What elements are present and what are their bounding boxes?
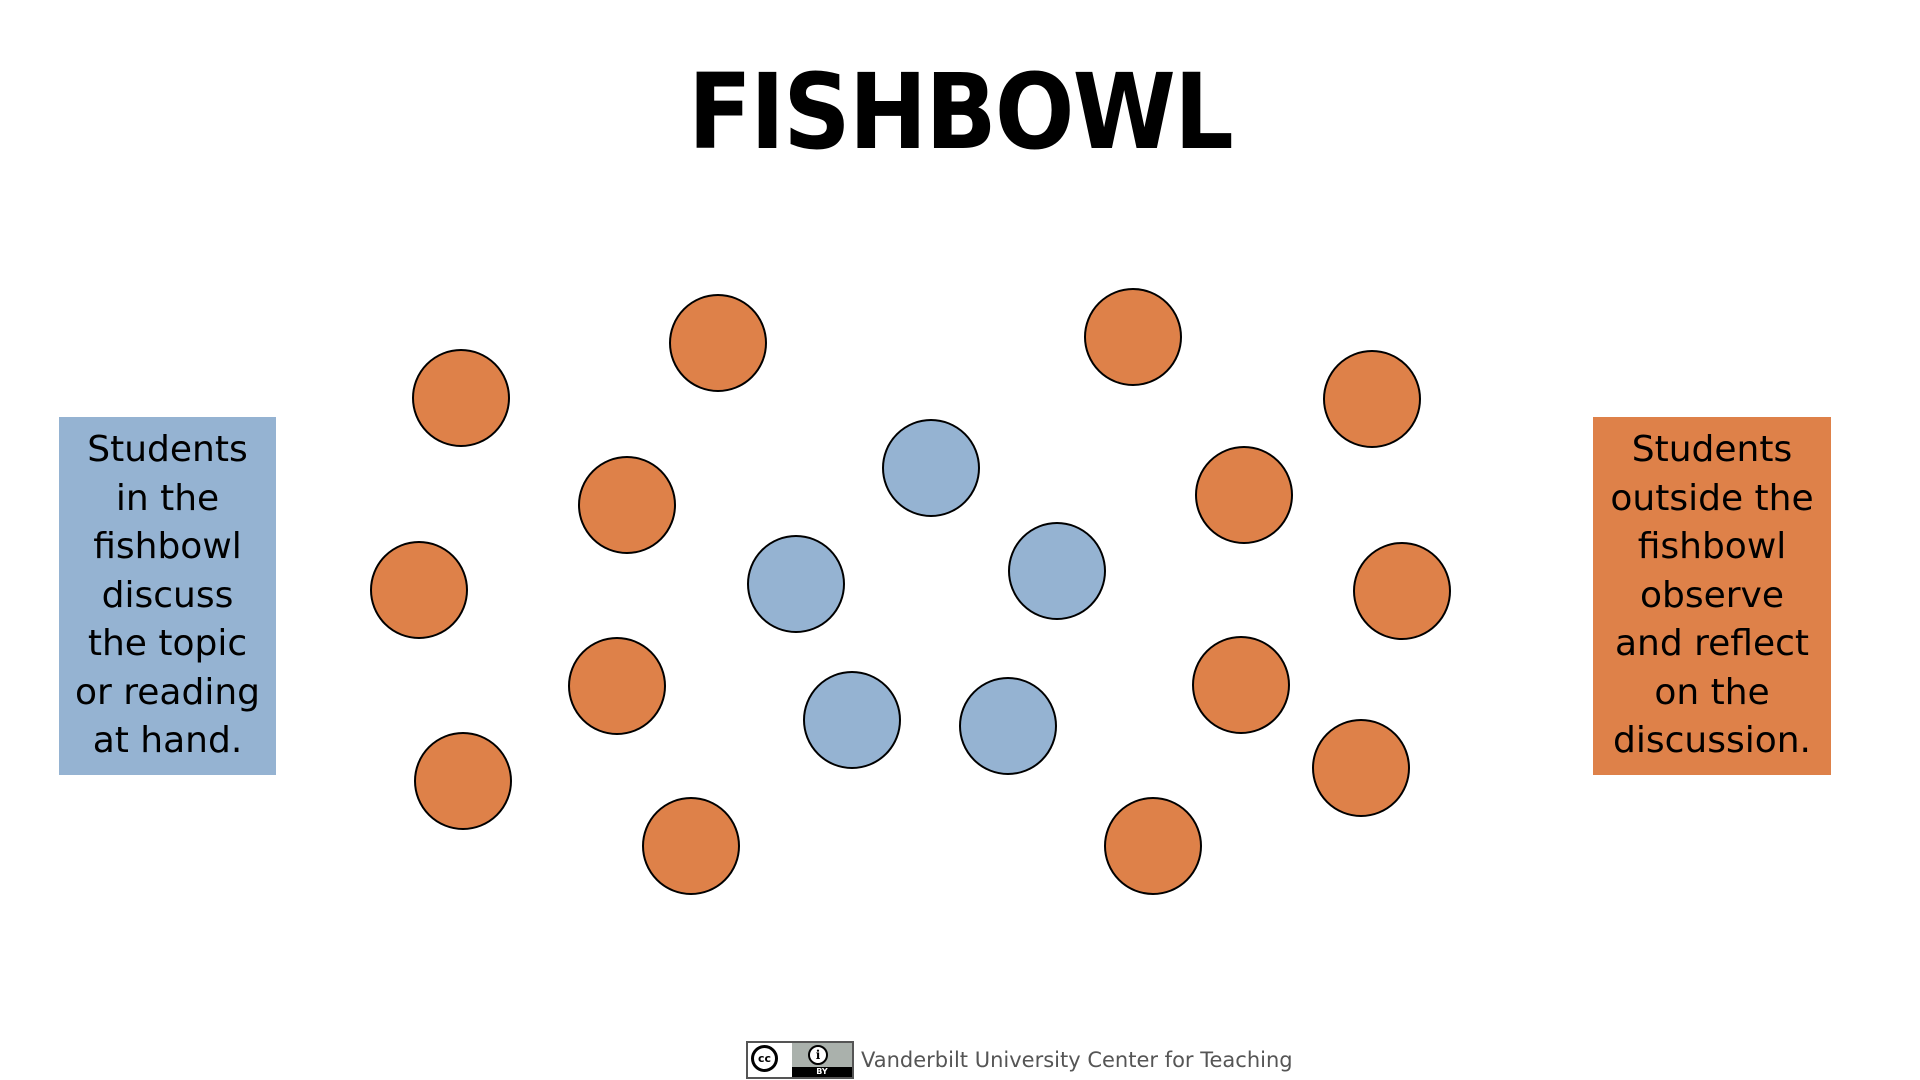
inner-seat — [882, 419, 980, 517]
outer-seat — [1104, 797, 1202, 895]
outer-seat — [669, 294, 767, 392]
cc-by-license-icon[interactable]: cc i BY — [746, 1041, 854, 1079]
attribution-person-icon: i — [808, 1045, 828, 1065]
footer-credit: cc i BY Vanderbilt University Center for… — [746, 1040, 1293, 1080]
outer-seat — [568, 637, 666, 735]
inner-seat — [747, 535, 845, 633]
footer-credit-text: Vanderbilt University Center for Teachin… — [861, 1048, 1293, 1072]
outer-seat — [1192, 636, 1290, 734]
inner-seat — [959, 677, 1057, 775]
outer-seat — [370, 541, 468, 639]
outer-seat — [414, 732, 512, 830]
outer-seat — [1312, 719, 1410, 817]
outer-seat — [412, 349, 510, 447]
inside-students-note-text: Students in the fishbowl discuss the top… — [74, 429, 260, 762]
inner-seat — [1008, 522, 1106, 620]
outside-students-note-text: Students outside the fishbowl observe an… — [1610, 429, 1814, 762]
outside-students-note: Students outside the fishbowl observe an… — [1593, 417, 1831, 775]
slide-title: FISHBOWL — [688, 51, 1234, 173]
by-label: BY — [792, 1067, 852, 1077]
outer-seat — [1323, 350, 1421, 448]
outer-seat — [1353, 542, 1451, 640]
inner-seat — [803, 671, 901, 769]
cc-icon: cc — [751, 1045, 778, 1072]
inside-students-note: Students in the fishbowl discuss the top… — [59, 417, 276, 775]
outer-seat — [1084, 288, 1182, 386]
outer-seat — [642, 797, 740, 895]
outer-seat — [578, 456, 676, 554]
outer-seat — [1195, 446, 1293, 544]
